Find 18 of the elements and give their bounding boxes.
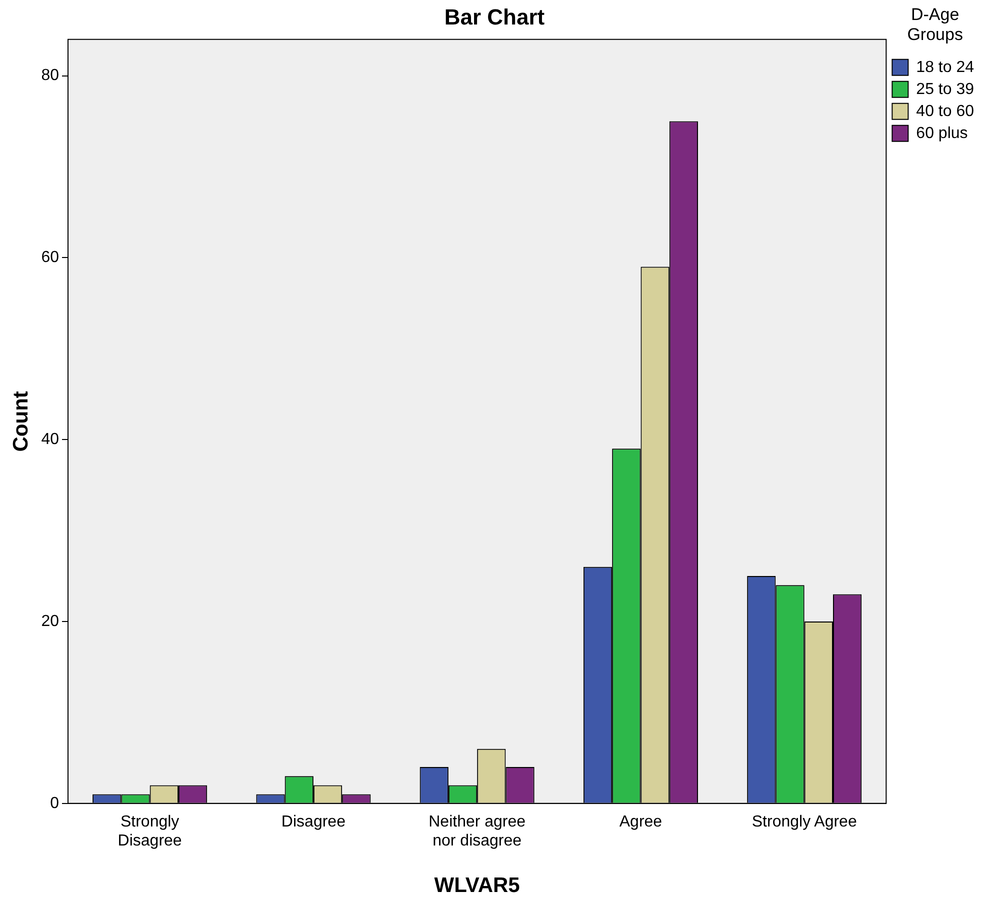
x-tick-label: Disagree — [281, 813, 346, 830]
y-tick-label: 60 — [41, 249, 60, 266]
y-tick-label: 80 — [41, 67, 60, 84]
y-tick-label: 40 — [41, 430, 60, 448]
legend-label: 40 to 60 — [916, 102, 974, 120]
legend-label: 18 to 24 — [916, 58, 974, 76]
x-tick-label: Neither agree nor disagree — [428, 813, 526, 850]
y-axis-title: Count — [9, 391, 32, 452]
legend-label: 60 plus — [916, 124, 968, 142]
chart-title: Bar Chart — [444, 4, 546, 30]
x-tick-label: Agree — [619, 813, 662, 830]
legend-title: D-Age Groups — [907, 5, 963, 44]
x-tick-label: Strongly Disagree — [118, 813, 182, 850]
y-tick-label: 0 — [50, 794, 60, 812]
x-axis-title: WLVAR5 — [434, 874, 520, 898]
legend-label: 25 to 39 — [916, 80, 974, 98]
y-tick-label: 20 — [41, 612, 60, 630]
x-tick-label: Strongly Agree — [752, 813, 857, 830]
